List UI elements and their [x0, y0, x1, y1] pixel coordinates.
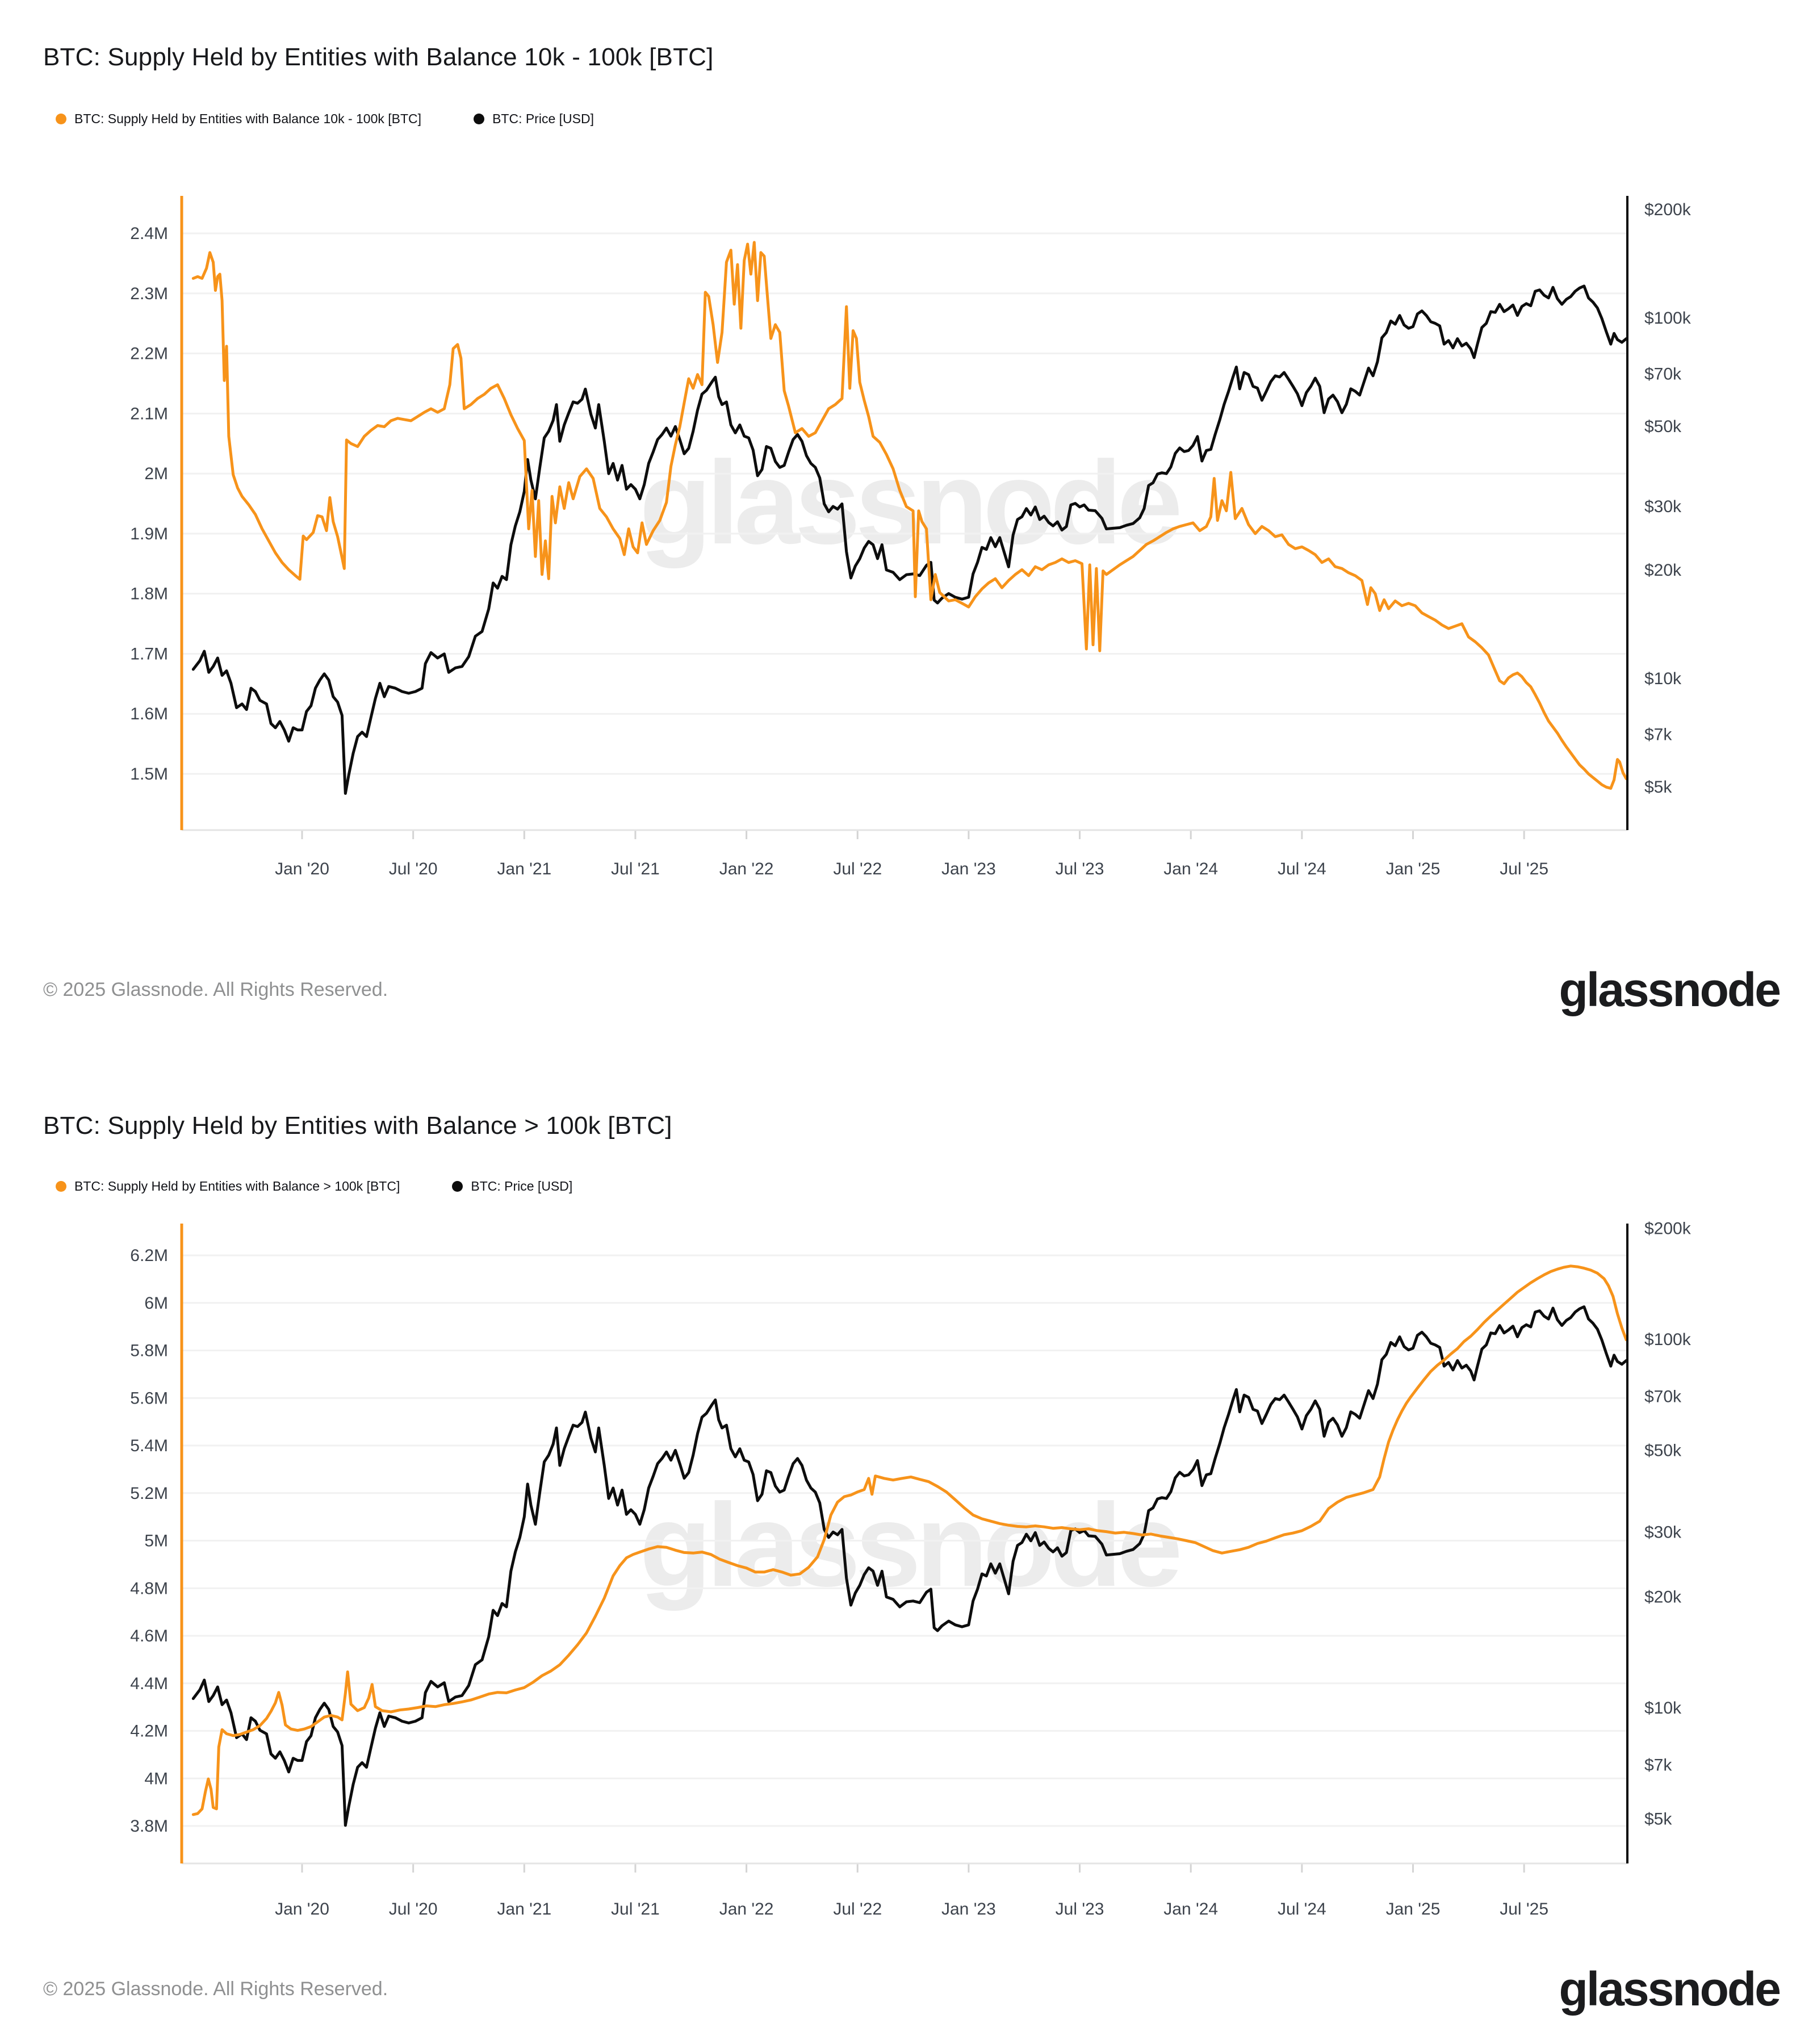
- left-axis-tick-label: 4.6M: [130, 1627, 168, 1645]
- chart-legend-2: BTC: Supply Held by Entities with Balanc…: [56, 1179, 572, 1194]
- x-axis-tick-label: Jul '24: [1278, 1900, 1326, 1919]
- legend-dot-price-icon: [474, 114, 485, 124]
- legend-item-price[interactable]: BTC: Price [USD]: [452, 1179, 572, 1194]
- legend-label-price: BTC: Price [USD]: [492, 111, 594, 126]
- legend-label-supply: BTC: Supply Held by Entities with Balanc…: [74, 111, 422, 126]
- legend-dot-supply-icon: [56, 114, 66, 124]
- legend-label-price: BTC: Price [USD]: [471, 1179, 573, 1193]
- x-axis-tick-label: Jan '24: [1163, 1900, 1218, 1919]
- left-axis-tick-label: 2M: [144, 464, 168, 483]
- footer: © 2025 Glassnode. All Rights Reserved. g…: [43, 958, 1781, 1021]
- glassnode-watermark: glassnode: [639, 437, 1183, 569]
- page-title: BTC: Supply Held by Entities with Balanc…: [43, 43, 714, 71]
- x-axis-tick-label: Jul '20: [389, 1900, 438, 1919]
- chart-section-supply-over-100k: BTC: Supply Held by Entities with Balanc…: [0, 1022, 1817, 2044]
- left-axis-tick-label: 5.8M: [130, 1342, 168, 1360]
- supply-series-line: [191, 241, 1626, 790]
- right-axis-tick-label: $50k: [1644, 417, 1682, 436]
- x-axis-tick-label: Jan '20: [275, 1900, 329, 1919]
- copyright-text: © 2025 Glassnode. All Rights Reserved.: [43, 978, 388, 1000]
- price-series-line: [191, 1305, 1626, 1827]
- legend-dot-supply-icon: [56, 1181, 66, 1192]
- right-axis-tick-label: $30k: [1644, 497, 1682, 516]
- right-axis-tick-label: $10k: [1644, 1699, 1682, 1718]
- right-axis-tick-label: $100k: [1644, 1330, 1692, 1349]
- right-axis-tick-label: $70k: [1644, 365, 1682, 383]
- x-axis-tick-label: Jul '25: [1500, 860, 1548, 878]
- x-axis-tick-label: Jul '24: [1278, 860, 1326, 878]
- left-axis-tick-label: 5.6M: [130, 1389, 168, 1408]
- left-axis-tick-label: 5.2M: [130, 1484, 168, 1503]
- x-axis-tick-label: Jul '21: [611, 860, 660, 878]
- x-axis-tick-label: Jan '21: [497, 860, 551, 878]
- right-axis-tick-label: $5k: [1644, 1810, 1672, 1828]
- x-axis-tick-label: Jan '23: [941, 1900, 996, 1919]
- right-axis-tick-label: $20k: [1644, 1588, 1682, 1607]
- glassnode-logo: glassnode: [1559, 1962, 1781, 2016]
- left-axis-tick-label: 4M: [144, 1769, 168, 1788]
- right-axis-tick-label: $100k: [1644, 309, 1692, 328]
- legend-item-price[interactable]: BTC: Price [USD]: [474, 111, 594, 127]
- legend-label-supply: BTC: Supply Held by Entities with Balanc…: [74, 1179, 400, 1193]
- right-axis-tick-label: $20k: [1644, 561, 1682, 580]
- chart-legend: BTC: Supply Held by Entities with Balanc…: [56, 111, 594, 127]
- left-axis-tick-label: 1.8M: [130, 585, 168, 604]
- x-axis-tick-label: Jul '22: [833, 1900, 882, 1919]
- chart-canvas-supply-10k-100k[interactable]: 2.4M 2.3M 2.2M 2.1M 2M 1.9M 1.8M 1.7M 1.6M 1.5M $2…: [0, 0, 1817, 1022]
- x-axis-tick-label: Jan '22: [719, 1900, 774, 1919]
- left-axis-tick-label: 2.3M: [130, 284, 168, 303]
- left-axis-tick-label: 1.6M: [130, 705, 168, 723]
- left-axis-tick-label: 4.4M: [130, 1674, 168, 1693]
- left-axis-tick-label: 2.1M: [130, 404, 168, 423]
- chart-section-supply-10k-100k: BTC: Supply Held by Entities with Balanc…: [0, 0, 1817, 1022]
- left-axis-tick-label: 1.7M: [130, 644, 168, 663]
- x-axis-tick-label: Jan '22: [719, 860, 774, 878]
- right-axis-tick-label: $5k: [1644, 778, 1672, 797]
- right-axis-tick-label: $50k: [1644, 1441, 1682, 1460]
- left-axis-tick-label: 4.8M: [130, 1579, 168, 1598]
- right-axis-tick-label: $70k: [1644, 1388, 1682, 1406]
- left-axis-tick-label: 6.2M: [130, 1246, 168, 1265]
- right-axis-tick-label: $200k: [1644, 1220, 1692, 1238]
- page-title-2: BTC: Supply Held by Entities with Balanc…: [43, 1112, 672, 1140]
- left-axis-tick-label: 5M: [144, 1532, 168, 1551]
- right-axis-tick-label: $200k: [1644, 200, 1692, 219]
- legend-item-supply[interactable]: BTC: Supply Held by Entities with Balanc…: [56, 111, 421, 127]
- glassnode-watermark: glassnode: [639, 1480, 1183, 1611]
- x-axis-tick-label: Jan '20: [275, 860, 329, 878]
- price-series-line: [191, 284, 1626, 795]
- left-axis-tick-label: 1.5M: [130, 765, 168, 784]
- right-axis-tick-label: $30k: [1644, 1523, 1682, 1542]
- left-axis-tick-label: 6M: [144, 1294, 168, 1313]
- glassnode-logo: glassnode: [1559, 963, 1781, 1016]
- footer-2: © 2025 Glassnode. All Rights Reserved. g…: [43, 1958, 1781, 2020]
- supply-series-line: [191, 1264, 1626, 1816]
- x-axis-tick-label: Jan '23: [941, 860, 996, 878]
- left-axis-tick-label: 3.8M: [130, 1817, 168, 1836]
- left-axis-tick-label: 4.2M: [130, 1722, 168, 1741]
- x-axis-tick-label: Jan '24: [1163, 860, 1218, 878]
- right-axis-tick-label: $10k: [1644, 669, 1682, 688]
- left-axis-tick-label: 1.9M: [130, 525, 168, 543]
- chart-canvas-supply-over-100k[interactable]: 6.2M 6M 5.8M 5.6M 5.4M 5.2M 5M 4.8M 4.6M 4.4M 4.2M…: [0, 1022, 1817, 2044]
- x-axis-tick-label: Jul '21: [611, 1900, 660, 1919]
- legend-dot-price-icon: [452, 1181, 463, 1192]
- x-axis-tick-label: Jul '25: [1500, 1900, 1548, 1919]
- x-axis-tick-label: Jul '23: [1056, 860, 1104, 878]
- x-axis-tick-label: Jan '25: [1386, 1900, 1441, 1919]
- legend-item-supply[interactable]: BTC: Supply Held by Entities with Balanc…: [56, 1179, 400, 1194]
- left-axis-tick-label: 2.4M: [130, 224, 168, 243]
- left-axis-tick-label: 5.4M: [130, 1436, 168, 1455]
- copyright-text: © 2025 Glassnode. All Rights Reserved.: [43, 1978, 388, 2000]
- x-axis-tick-label: Jan '21: [497, 1900, 551, 1919]
- left-axis-tick-label: 2.2M: [130, 345, 168, 363]
- x-axis-tick-label: Jul '23: [1056, 1900, 1104, 1919]
- x-axis-tick-label: Jan '25: [1386, 860, 1441, 878]
- right-axis-tick-label: $7k: [1644, 1756, 1672, 1775]
- x-axis-tick-label: Jul '22: [833, 860, 882, 878]
- right-axis-tick-label: $7k: [1644, 725, 1672, 744]
- x-axis-tick-label: Jul '20: [389, 860, 438, 878]
